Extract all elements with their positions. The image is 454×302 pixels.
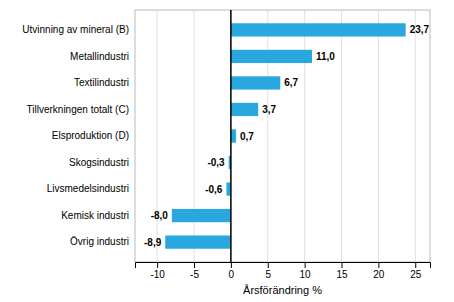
data-label: 11,0 [316,51,335,62]
y-tick-label: Livsmedelsindustri [47,183,129,194]
y-tick: Kemisk industri [61,210,135,221]
grid-line [341,10,342,262]
y-tick-label: Elsproduktion (D) [52,130,129,141]
grid [157,10,415,262]
x-tick-label: 20 [373,269,385,280]
x-tick-mark [157,262,158,268]
x-tick: 0 [229,262,235,280]
y-tick: Livsmedelsindustri [47,183,135,194]
chart: -10 -5 0 5 10 15 20 25 Övrig industri Kemisk indu… [0,0,454,302]
x-tick-mark [194,262,195,268]
grid-line [304,10,305,262]
data-label: 3,7 [262,104,276,115]
x-tick-label: 25 [410,269,422,280]
x-axis-line [136,263,431,269]
y-tick: Textilindustri [74,77,135,88]
y-tick-label: Skogsindustri [69,157,129,168]
x-tick: 15 [336,262,348,280]
plot-frame [135,10,430,262]
x-tick-mark [378,262,379,268]
plot: -10 -5 0 5 10 15 20 25 Övrig industri Kemisk indu… [22,10,430,280]
grid-line [378,10,379,262]
bar [231,23,406,36]
y-tick-label: Metallindustri [70,51,129,62]
data-label: -8,9 [144,237,162,248]
bar [231,50,312,63]
x-tick-label: 10 [300,269,312,280]
bars [165,23,405,248]
baseline [230,10,232,262]
y-axis: Övrig industri Kemisk industri Livsmedelsi… [22,24,135,247]
x-tick: -5 [190,262,199,280]
x-tick-mark [342,262,343,268]
x-tick-label: -5 [190,269,199,280]
y-tick-label: Kemisk industri [61,210,129,221]
x-tick-label: 15 [336,269,348,280]
x-tick-label: 0 [229,269,235,280]
y-tick: Elsproduktion (D) [52,130,135,141]
y-tick: Utvinning av mineral (B) [22,24,135,35]
grid-line [157,10,158,262]
x-tick-label: 5 [265,269,271,280]
x-axis-title: Årsförändring % [243,284,322,296]
x-tick: 10 [300,262,312,280]
data-label: 0,7 [240,131,254,142]
x-tick: 20 [373,262,385,280]
data-label: 23,7 [410,24,430,35]
data-labels: -8,9 -8,0 -0,6 -0,3 0,7 3,7 6,7 11,0 23,7 [144,24,430,247]
data-label: -0,3 [207,157,225,168]
data-label: -8,0 [151,210,169,221]
y-tick: Övrig industri [70,236,135,247]
y-tick: Metallindustri [70,51,135,62]
y-tick: Tillverkningen totalt (C) [27,104,135,115]
y-tick-label: Utvinning av mineral (B) [22,24,129,35]
bar [165,235,231,248]
bar [231,103,258,116]
x-tick-mark [305,262,306,268]
grid-line [415,10,416,262]
bar [231,129,236,142]
x-tick: 5 [265,262,271,280]
grid-line [194,10,195,262]
x-axis: -10 -5 0 5 10 15 20 25 [136,262,431,280]
grid-line [230,10,231,262]
data-label: -0,6 [205,184,223,195]
y-tick-label: Övrig industri [70,236,129,247]
data-label: 6,7 [284,77,298,88]
x-tick-mark [268,262,269,268]
y-tick-label: Textilindustri [74,77,129,88]
y-tick: Skogsindustri [69,157,135,168]
x-tick-label: -10 [150,269,165,280]
x-tick-mark [231,262,232,268]
bar [231,76,280,89]
x-tick: -10 [150,262,165,280]
x-tick-mark [415,262,416,268]
y-tick-label: Tillverkningen totalt (C) [27,104,129,115]
bar [172,209,231,222]
grid-line [267,10,268,262]
x-tick: 25 [410,262,422,280]
